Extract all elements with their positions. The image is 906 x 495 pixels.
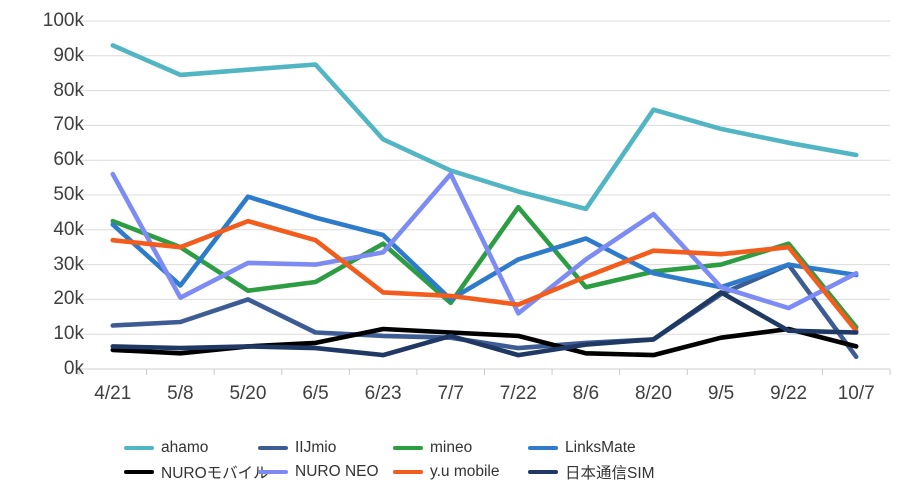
y-tick-label: 10k — [53, 323, 84, 345]
x-tick-label: 9/22 — [770, 383, 808, 404]
legend-swatch-icon — [393, 469, 423, 475]
legend-swatch-icon — [528, 445, 558, 451]
legend-swatch-icon — [258, 469, 288, 475]
legend-label: IIJmio — [295, 439, 337, 456]
y-tick-label: 0k — [63, 358, 84, 379]
series-line-5 — [110, 171, 859, 316]
legend-label: ahamo — [161, 439, 209, 456]
y-tick-label: 30k — [53, 253, 84, 275]
legend-item[interactable]: ahamo — [124, 437, 208, 459]
series-line-0 — [110, 43, 859, 212]
legend-swatch-icon — [528, 469, 558, 475]
x-tick-label: 7/7 — [437, 383, 464, 404]
legend-label: NURO NEO — [295, 463, 379, 480]
legend-item[interactable]: mineo — [393, 437, 472, 459]
plot-area — [78, 20, 891, 375]
legend-label: y.u mobile — [430, 463, 500, 480]
x-tick-label: 8/6 — [572, 383, 600, 404]
legend-item[interactable]: 日本通信SIM — [528, 461, 655, 483]
x-tick-label: 5/20 — [229, 383, 267, 404]
series-line-6 — [110, 218, 859, 334]
y-tick-label: 50k — [53, 184, 84, 205]
y-tick-label: 80k — [53, 79, 84, 101]
y-tick-label: 100k — [42, 10, 84, 31]
series-line-2 — [110, 204, 859, 330]
y-tick-label: 70k — [53, 114, 84, 136]
legend-label: 日本通信SIM — [565, 465, 655, 482]
x-tick-label: 10/7 — [837, 383, 875, 404]
legend-swatch-icon — [258, 445, 288, 451]
x-tick-label: 5/8 — [167, 383, 194, 404]
legend-swatch-icon — [124, 445, 154, 451]
legend-item[interactable]: NURO NEO — [258, 461, 379, 483]
legend-item[interactable]: NUROモバイル — [124, 461, 269, 483]
legend-item[interactable]: y.u mobile — [393, 461, 500, 483]
y-tick-label: 40k — [53, 218, 84, 240]
x-tick-label: 7/22 — [499, 383, 537, 404]
legend-item[interactable]: IIJmio — [258, 437, 336, 459]
legend-swatch-icon — [393, 445, 423, 451]
x-tick-label: 9/5 — [707, 383, 735, 404]
y-tick-label: 90k — [53, 44, 84, 66]
y-tick-label: 20k — [53, 288, 84, 310]
legend-label: mineo — [430, 439, 473, 456]
legend-label: NUROモバイル — [161, 465, 269, 482]
series-line-3 — [110, 194, 859, 302]
y-tick-label: 60k — [53, 149, 84, 171]
x-tick-label: 4/21 — [94, 383, 132, 404]
x-tick-label: 6/23 — [364, 383, 402, 404]
legend-item[interactable]: LinksMate — [528, 437, 636, 459]
x-tick-label: 8/20 — [634, 383, 672, 404]
x-tick-label: 6/5 — [302, 383, 329, 404]
legend-label: LinksMate — [565, 439, 636, 456]
series-line-7 — [110, 290, 859, 358]
legend-swatch-icon — [124, 469, 154, 475]
